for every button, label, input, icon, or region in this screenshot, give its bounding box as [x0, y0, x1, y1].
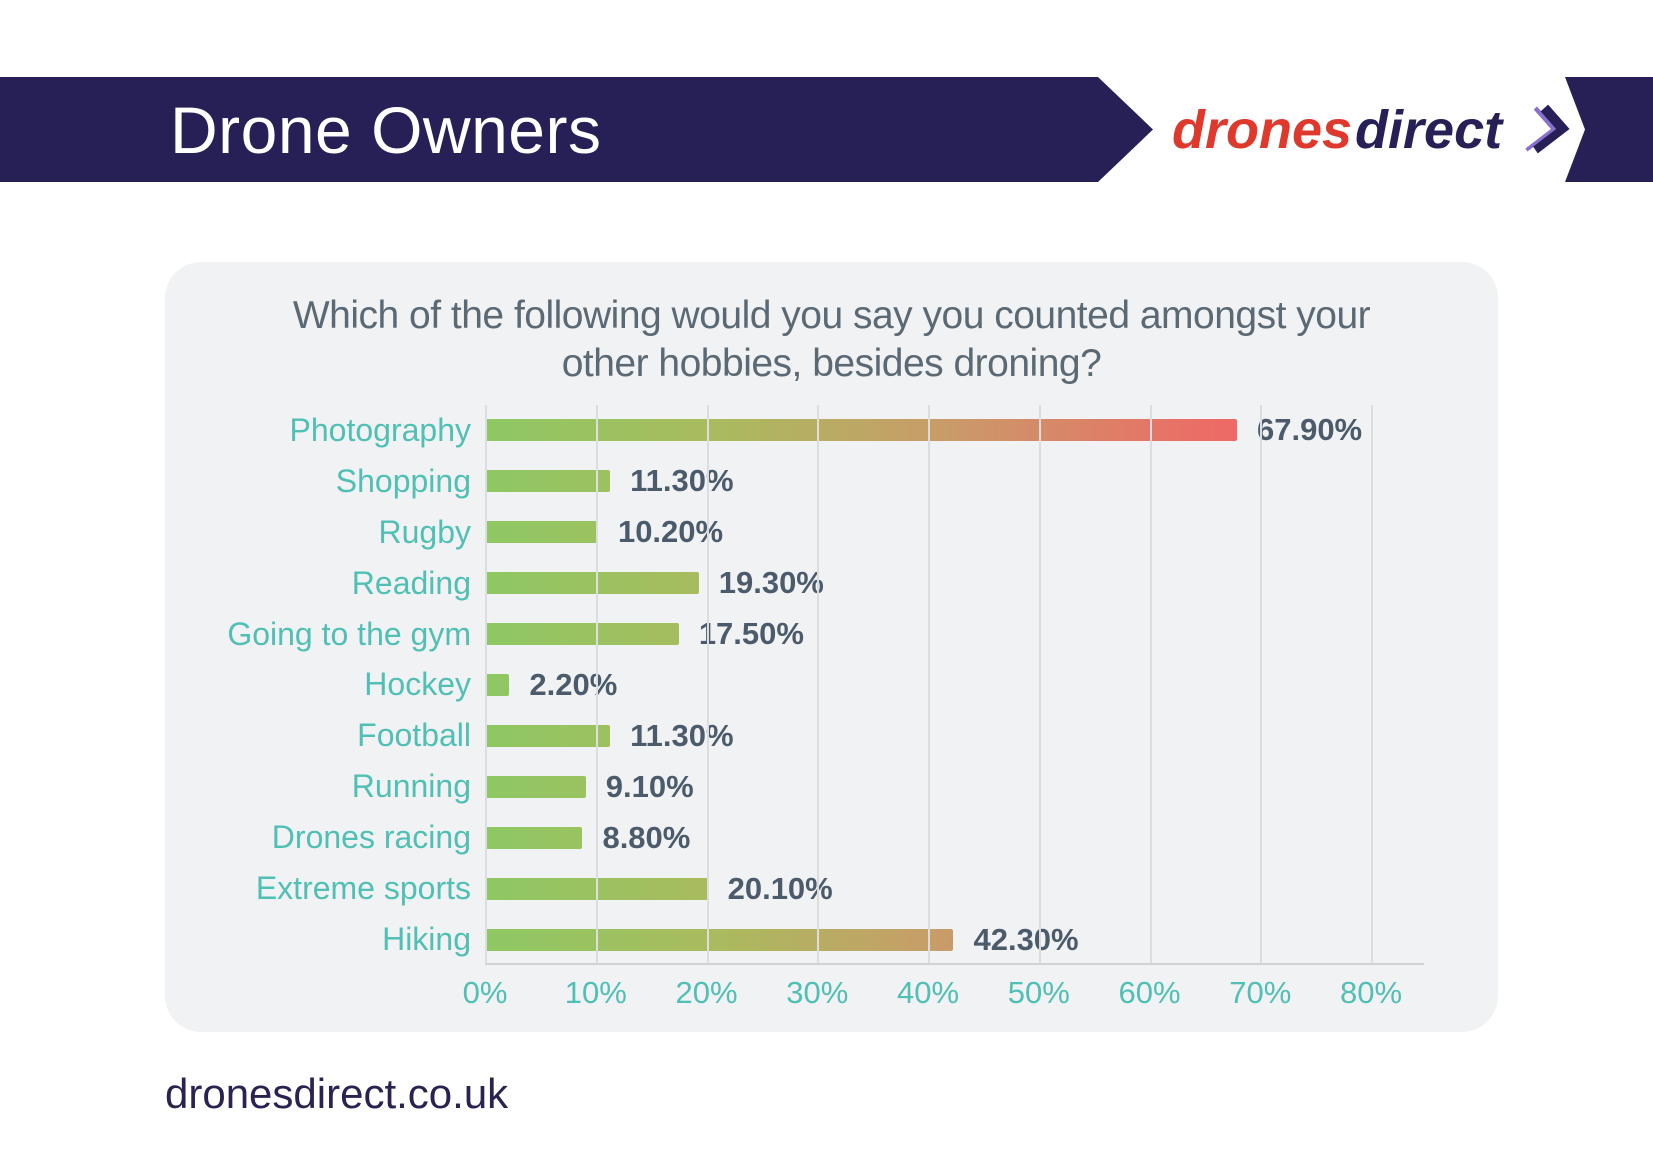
category-label: Shopping — [335, 462, 471, 499]
category-label: Going to the gym — [227, 615, 471, 652]
value-label: 8.80% — [602, 819, 691, 855]
header-banner: Drone Owners — [0, 77, 1153, 182]
category-label: Football — [357, 717, 471, 754]
x-axis-tick-label: 60% — [1118, 975, 1181, 1010]
x-axis-tick-label: 70% — [1229, 975, 1292, 1010]
gridline — [706, 405, 709, 965]
gridline — [1149, 405, 1152, 965]
bar — [485, 673, 510, 696]
bar — [485, 775, 586, 798]
bar-row: Shopping 11.30% — [336, 456, 1424, 507]
bar — [485, 724, 611, 747]
category-label: Hockey — [364, 666, 471, 703]
value-label: 2.20% — [529, 666, 618, 702]
double-chevron-icon — [1525, 104, 1570, 153]
brand-logo-drones: drones — [1172, 99, 1353, 160]
gridline — [928, 405, 930, 965]
bar-row: Hockey 2.20% — [364, 660, 1424, 711]
bar-row: Drones racing 8.80% — [272, 812, 1424, 863]
value-label: 11.30% — [630, 717, 734, 753]
gridline — [1038, 405, 1041, 965]
brand-logo-direct: direct — [1355, 99, 1503, 160]
plot-area: Photography 67.90% Shopping 11.30% Rugby 10.2… — [227, 405, 1424, 965]
x-axis-tick-label: 30% — [786, 975, 849, 1010]
x-axis: 0% 10% 20% 30% 40% 50% 60% 70% 80% — [463, 975, 1424, 1017]
bar — [485, 470, 611, 493]
chart-panel: Which of the following would you say you… — [165, 262, 1498, 1032]
value-label: 42.30% — [973, 921, 1079, 957]
x-axis-tick-label: 10% — [564, 975, 627, 1010]
x-axis-tick-label: 0% — [462, 975, 508, 1010]
gridline — [1260, 405, 1263, 965]
bar — [485, 419, 1237, 442]
bar — [485, 521, 598, 544]
bar — [485, 623, 679, 646]
x-axis-tick-label: 50% — [1007, 975, 1070, 1010]
bar-row: Going to the gym 17.50% — [227, 609, 1424, 660]
category-label: Reading — [351, 564, 471, 601]
brand-logo: drones direct — [1172, 77, 1570, 182]
bar-row: Hiking 42.30% — [382, 914, 1424, 965]
value-label: 10.20% — [617, 514, 724, 550]
website-url: dronesdirect.co.uk — [165, 1070, 509, 1117]
value-label: 20.10% — [727, 870, 833, 906]
gridline — [485, 405, 487, 965]
category-label: Running — [351, 768, 471, 805]
x-axis-tick-label: 80% — [1339, 975, 1403, 1010]
gridline — [595, 405, 598, 965]
bar-row: Extreme sports 20.10% — [256, 863, 1424, 914]
bar-row: Rugby 10.20% — [379, 507, 1424, 558]
bar — [485, 572, 699, 595]
bar-row: Reading 19.30% — [352, 558, 1424, 609]
value-label: 17.50% — [698, 616, 804, 652]
chart-title: Which of the following would you say you… — [292, 294, 1371, 385]
bar-row: Photography 67.90% — [290, 405, 1424, 456]
category-label: Drones racing — [271, 819, 471, 856]
category-label: Rugby — [378, 513, 472, 550]
bar — [485, 826, 583, 849]
bar-row: Running 9.10% — [352, 761, 1424, 812]
value-label: 67.90% — [1256, 412, 1363, 448]
x-axis-line — [485, 963, 1424, 965]
bar-rows: Photography 67.90% Shopping 11.30% Rugby 10.2… — [227, 405, 1424, 965]
page-title: Drone Owners — [170, 92, 602, 167]
bar — [485, 928, 954, 951]
banner-corner-arrow — [1565, 77, 1653, 182]
value-label: 11.30% — [630, 463, 734, 499]
value-label: 19.30% — [718, 565, 824, 601]
bar-row: Football 11.30% — [357, 710, 1424, 761]
category-label: Photography — [289, 411, 471, 448]
category-label: Hiking — [382, 921, 471, 958]
gridline — [817, 405, 820, 965]
gridline — [1371, 405, 1373, 965]
category-label: Extreme sports — [255, 870, 471, 907]
x-axis-tick-label: 40% — [896, 975, 960, 1010]
x-axis-tick-label: 20% — [675, 975, 738, 1010]
value-label: 9.10% — [605, 768, 694, 804]
